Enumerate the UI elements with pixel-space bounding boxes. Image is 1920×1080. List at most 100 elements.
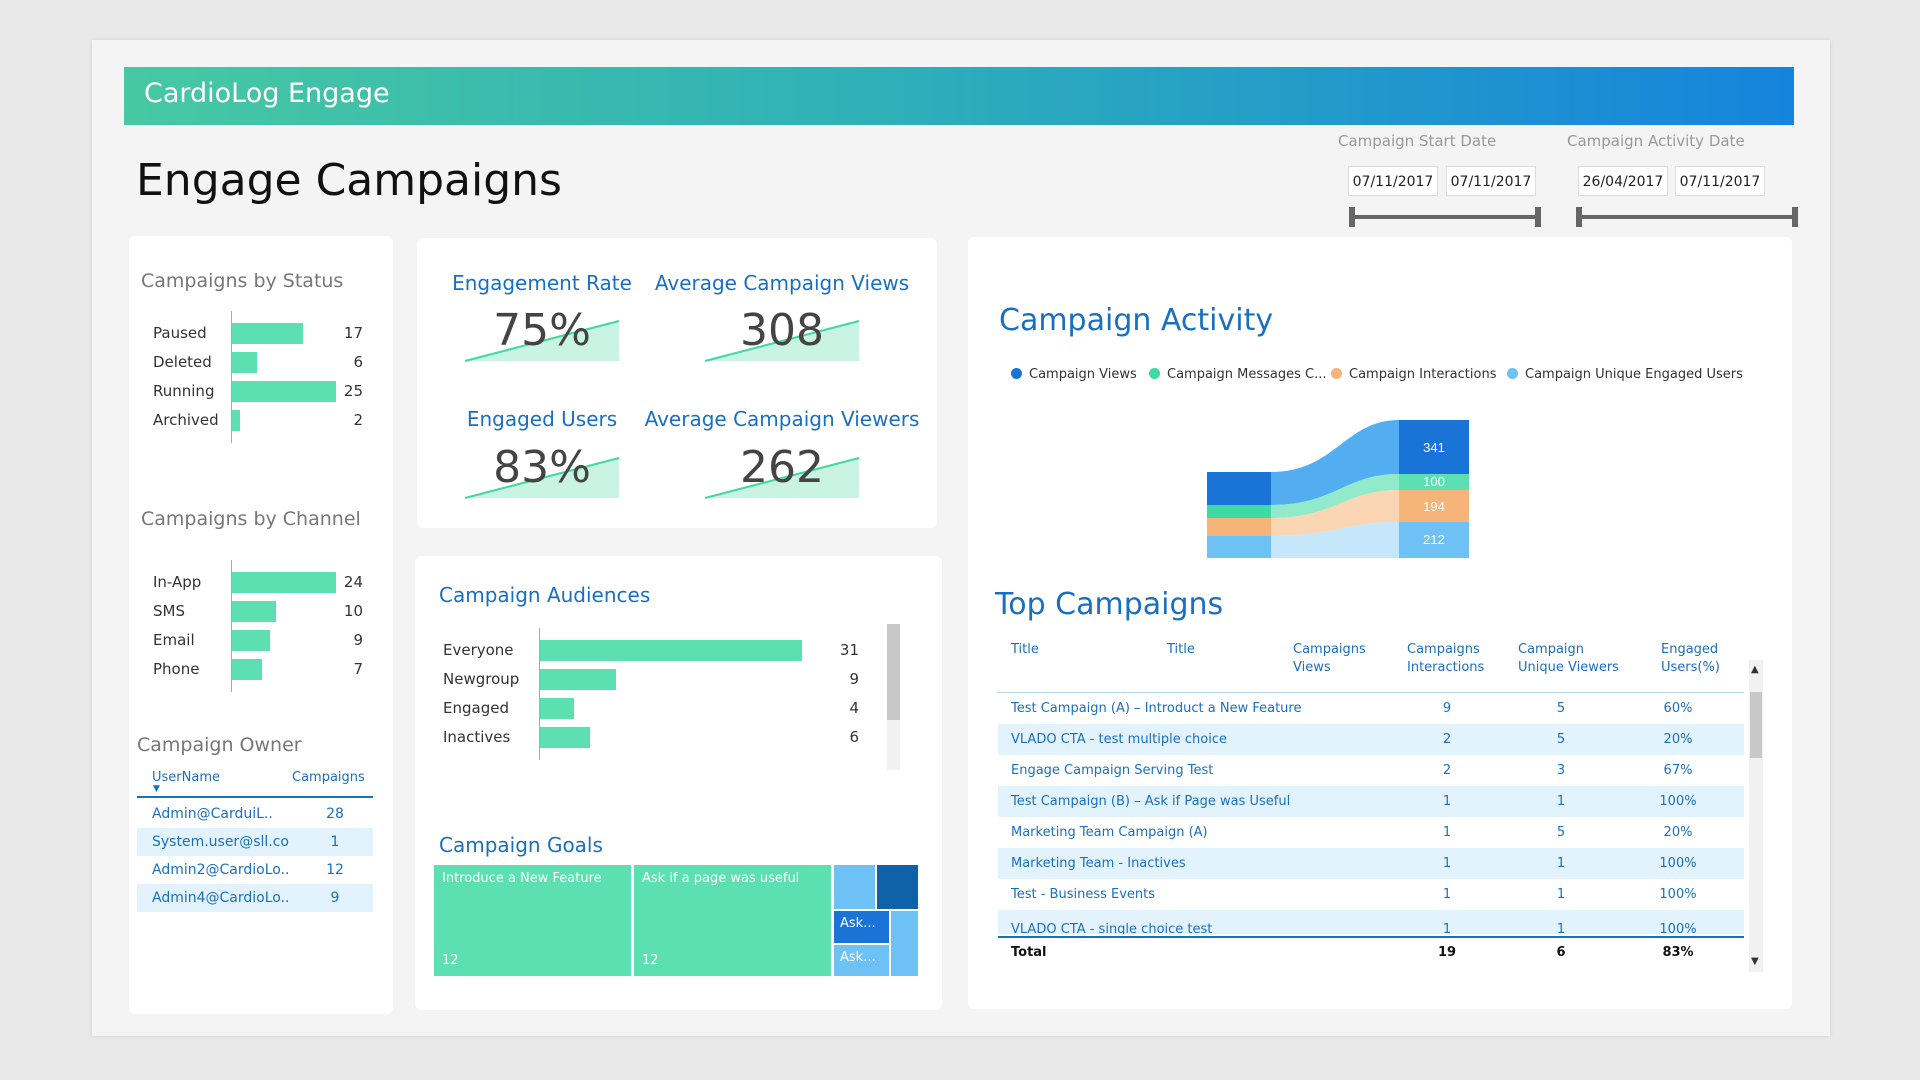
bar-value: 2 bbox=[353, 411, 363, 429]
campaign-engaged: 100% bbox=[1659, 922, 1697, 934]
start-date-slider-handle-left[interactable] bbox=[1349, 207, 1355, 227]
campaign-views: 1 bbox=[1442, 794, 1452, 809]
goal-cell-ask-1[interactable]: Ask... bbox=[834, 911, 889, 943]
campaign-row[interactable]: Marketing Team Campaign (A) 1 5 20% bbox=[998, 817, 1744, 848]
start-date-to-input[interactable]: 07/11/2017 bbox=[1446, 166, 1536, 196]
kpi-label: Engagement Rate bbox=[452, 271, 632, 295]
scroll-up-icon[interactable]: ▲ bbox=[1751, 664, 1759, 675]
sankey-right-views[interactable] bbox=[1399, 420, 1469, 474]
owner-header-divider bbox=[137, 796, 373, 798]
col-engaged-users[interactable]: Engaged Users(%) bbox=[1661, 642, 1720, 675]
goal-cell-small-1[interactable] bbox=[834, 865, 875, 909]
owner-row[interactable]: Admin4@CardioLo.. 9 bbox=[137, 884, 373, 912]
campaign-title: VLADO CTA - test multiple choice bbox=[1011, 732, 1227, 747]
bar-label: Running bbox=[153, 382, 215, 400]
campaign-row[interactable]: Test Campaign (A) – Introduct a New Feat… bbox=[998, 693, 1744, 724]
kpi-label: Average Campaign Viewers bbox=[644, 407, 920, 431]
campaign-row[interactable]: Engage Campaign Serving Test 2 3 67% bbox=[998, 755, 1744, 786]
goal-cell-small-3[interactable] bbox=[891, 911, 918, 976]
bar[interactable] bbox=[232, 659, 262, 680]
campaign-row[interactable]: Test - Business Events 1 1 100% bbox=[998, 879, 1744, 910]
table-total-row: Total 19 6 83% bbox=[998, 938, 1744, 968]
owner-row[interactable]: System.user@sll.co 1 bbox=[137, 828, 373, 856]
goal-cell-introduce-feature[interactable]: Introduce a New Feature 12 bbox=[434, 865, 631, 976]
bar[interactable] bbox=[232, 601, 276, 622]
campaign-row[interactable]: VLADO CTA - test multiple choice 2 5 20% bbox=[998, 724, 1744, 755]
owner-campaign-count: 12 bbox=[326, 862, 344, 878]
bar-value: 17 bbox=[343, 324, 363, 342]
sankey-left-views[interactable] bbox=[1207, 472, 1271, 505]
sort-down-icon[interactable]: ▼ bbox=[153, 784, 160, 794]
app-header: CardioLog Engage bbox=[124, 67, 1794, 125]
goal-cell-label: Ask... bbox=[840, 916, 876, 931]
table-scrollbar-thumb[interactable] bbox=[1750, 692, 1762, 758]
goal-cell-ask-page-useful[interactable]: Ask if a page was useful 12 bbox=[634, 865, 831, 976]
activity-date-slider-handle-right[interactable] bbox=[1792, 207, 1798, 227]
table-scrollbar[interactable]: ▲ ▼ bbox=[1749, 660, 1763, 972]
col-unique-viewers[interactable]: Campaign Unique Viewers bbox=[1518, 642, 1619, 675]
goal-cell-value: 12 bbox=[642, 953, 659, 968]
audiences-scrollbar-thumb[interactable] bbox=[887, 624, 900, 720]
sankey-flow-interactions[interactable] bbox=[1271, 490, 1399, 536]
owner-row[interactable]: Admin2@CardioLo.. 12 bbox=[137, 856, 373, 884]
total-label: Total bbox=[1011, 945, 1047, 960]
campaign-views: 1 bbox=[1442, 825, 1452, 840]
audiences-scrollbar[interactable] bbox=[887, 624, 900, 770]
bar[interactable] bbox=[232, 630, 270, 651]
activity-date-to-input[interactable]: 07/11/2017 bbox=[1675, 166, 1765, 196]
campaign-row[interactable]: Test Campaign (B) – Ask if Page was Usef… bbox=[998, 786, 1744, 817]
total-views: 19 bbox=[1437, 945, 1457, 960]
sankey-value-interactions: 194 bbox=[1423, 499, 1445, 514]
legend-item[interactable]: Campaign Interactions bbox=[1331, 367, 1496, 382]
goal-cell-ask-2[interactable]: Ask... bbox=[834, 945, 889, 976]
table-total-divider bbox=[998, 936, 1744, 938]
bar[interactable] bbox=[232, 572, 336, 593]
activity-date-slider-track[interactable] bbox=[1579, 215, 1795, 219]
campaign-row[interactable]: VLADO CTA - single choice test 1 1 100% bbox=[998, 910, 1744, 934]
activity-date-from-input[interactable]: 26/04/2017 bbox=[1578, 166, 1668, 196]
bar[interactable] bbox=[232, 381, 336, 402]
sankey-left-engaged[interactable] bbox=[1207, 536, 1271, 558]
bar[interactable] bbox=[540, 698, 574, 719]
sankey-flow-views[interactable] bbox=[1271, 420, 1399, 505]
sankey-flow-messages[interactable] bbox=[1271, 474, 1399, 518]
status-chart-title: Campaigns by Status bbox=[141, 270, 344, 292]
bar[interactable] bbox=[232, 410, 240, 431]
bar[interactable] bbox=[540, 727, 590, 748]
campaign-row[interactable]: Marketing Team - Inactives 1 1 100% bbox=[998, 848, 1744, 879]
legend-item[interactable]: Campaign Views bbox=[1011, 367, 1137, 382]
bar[interactable] bbox=[540, 669, 616, 690]
owner-col-username[interactable]: UserName bbox=[152, 770, 220, 785]
activity-date-slider-handle-left[interactable] bbox=[1576, 207, 1582, 227]
col-title-2[interactable]: Title bbox=[1167, 642, 1195, 657]
bar[interactable] bbox=[232, 352, 257, 373]
start-date-slider-handle-right[interactable] bbox=[1535, 207, 1541, 227]
legend-item[interactable]: Campaign Unique Engaged Users bbox=[1507, 367, 1743, 382]
sankey-flow-engaged[interactable] bbox=[1271, 522, 1399, 558]
sankey-right-engaged[interactable] bbox=[1399, 522, 1469, 558]
sankey-left-messages[interactable] bbox=[1207, 505, 1271, 518]
owner-col-campaigns[interactable]: Campaigns bbox=[292, 770, 365, 785]
bar-label: Inactives bbox=[443, 728, 511, 746]
campaign-title: Marketing Team Campaign (A) bbox=[1011, 825, 1208, 840]
col-campaign-interactions[interactable]: Campaigns Interactions bbox=[1407, 642, 1485, 675]
col-title-1[interactable]: Title bbox=[1011, 642, 1039, 657]
sankey-right-messages[interactable] bbox=[1399, 474, 1469, 490]
owner-row[interactable]: Admin@CarduiL.. 28 bbox=[137, 800, 373, 828]
bar[interactable] bbox=[540, 640, 802, 661]
legend-item[interactable]: Campaign Messages C... bbox=[1149, 367, 1327, 382]
scroll-down-icon[interactable]: ▼ bbox=[1751, 956, 1759, 967]
campaign-interactions: 3 bbox=[1556, 763, 1566, 778]
start-date-from-input[interactable]: 07/11/2017 bbox=[1348, 166, 1438, 196]
bar[interactable] bbox=[232, 323, 303, 344]
col-campaign-views[interactable]: Campaigns Views bbox=[1293, 642, 1366, 675]
campaign-views: 1 bbox=[1442, 922, 1452, 934]
owner-username: Admin@CarduiL.. bbox=[152, 806, 273, 822]
activity-title: Campaign Activity bbox=[999, 303, 1274, 338]
bar-value: 10 bbox=[343, 602, 363, 620]
sankey-left-interactions[interactable] bbox=[1207, 518, 1271, 536]
sankey-right-interactions[interactable] bbox=[1399, 490, 1469, 522]
goal-cell-small-2[interactable] bbox=[877, 865, 918, 909]
start-date-slider-track[interactable] bbox=[1352, 215, 1538, 219]
total-engaged: 83% bbox=[1662, 945, 1694, 960]
